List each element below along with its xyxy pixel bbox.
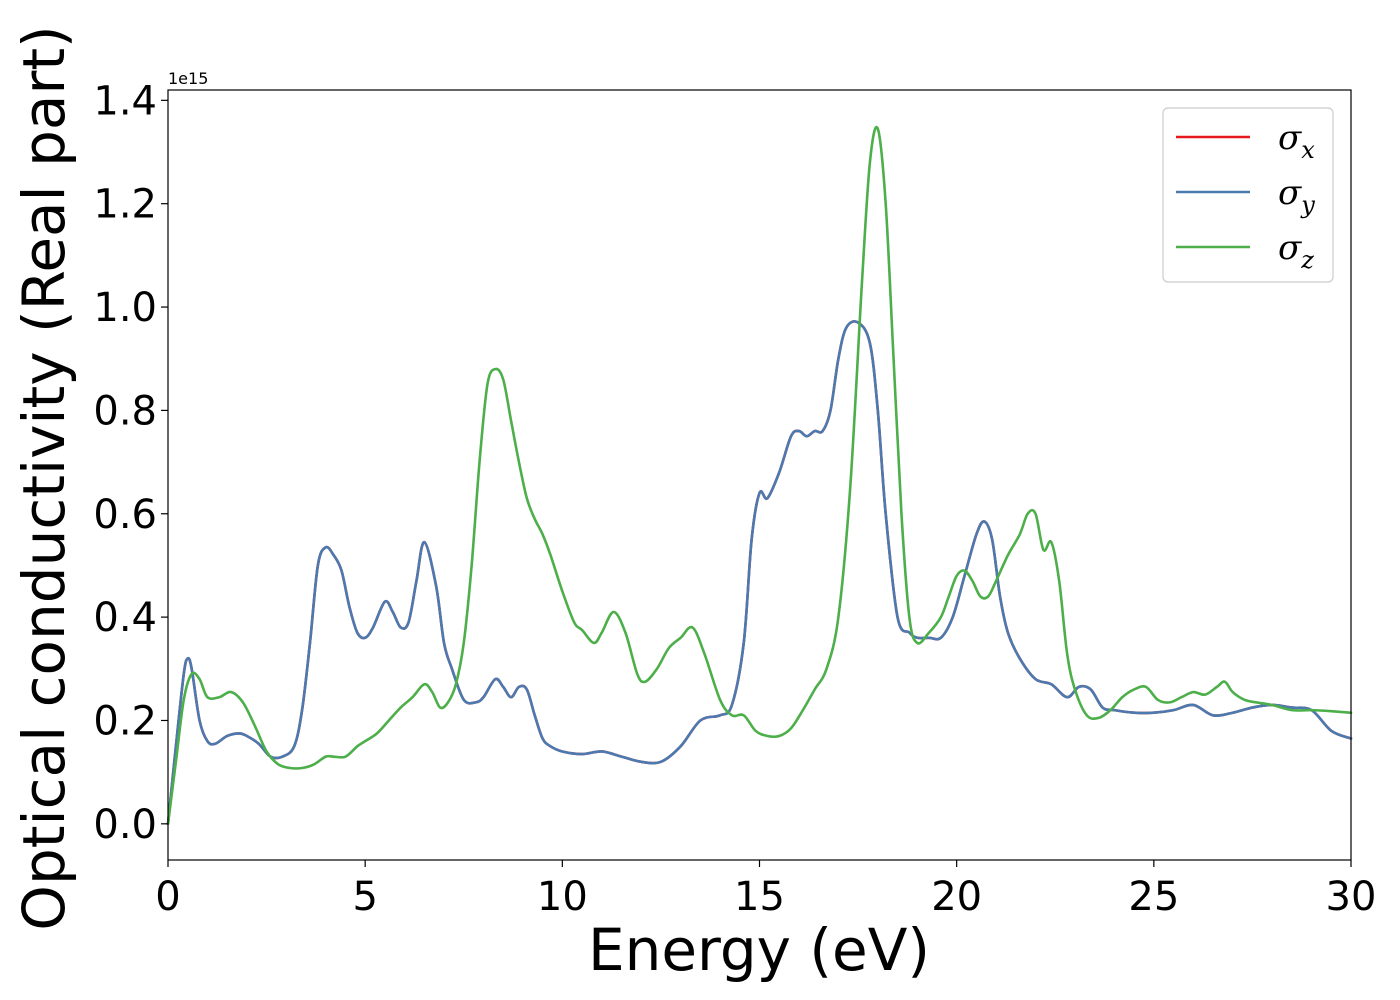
legend-subscript: x [1301, 136, 1315, 164]
legend-label-x: σx [1278, 118, 1315, 164]
x-tick-label: 5 [352, 874, 377, 920]
legend-label-z: σz [1278, 228, 1314, 274]
y-tick-label: 0.0 [93, 802, 157, 848]
series-line-z [166, 125, 1353, 826]
x-tick-label: 20 [931, 874, 982, 920]
x-axis-title: Energy (eV) [588, 916, 930, 984]
y-tick-label: 0.4 [93, 595, 157, 641]
legend-symbol: σ [1278, 118, 1302, 158]
series-layer [166, 125, 1353, 826]
x-tick-label: 30 [1326, 874, 1377, 920]
y-tick-label: 0.8 [93, 388, 157, 434]
legend-symbol: σ [1278, 173, 1302, 213]
x-tick-label: 0 [155, 874, 180, 920]
series-line-y [166, 320, 1353, 826]
legend-symbol: σ [1278, 228, 1302, 268]
x-axis: 0 5 10 15 20 25 30 [155, 860, 1376, 920]
legend-box [1162, 107, 1334, 283]
legend-label-y: σy [1278, 173, 1315, 219]
x-tick-label: 25 [1128, 874, 1179, 920]
y-tick-label: 0.6 [93, 492, 157, 538]
y-tick-label: 1.4 [93, 78, 157, 124]
y-tick-label: 1.2 [93, 182, 157, 228]
y-tick-label: 1.0 [93, 285, 157, 331]
y-axis: 0.0 0.2 0.4 0.6 0.8 1.0 1.2 1.4 [93, 78, 168, 848]
y-axis-title: Optical conductivity (Real part) [10, 25, 78, 930]
x-tick-label: 15 [734, 874, 785, 920]
legend-subscript: y [1300, 191, 1315, 219]
y-offset-label: 1e15 [168, 69, 208, 88]
y-tick-label: 0.2 [93, 698, 157, 744]
legend-subscript: z [1300, 246, 1314, 274]
x-tick-label: 10 [537, 874, 588, 920]
